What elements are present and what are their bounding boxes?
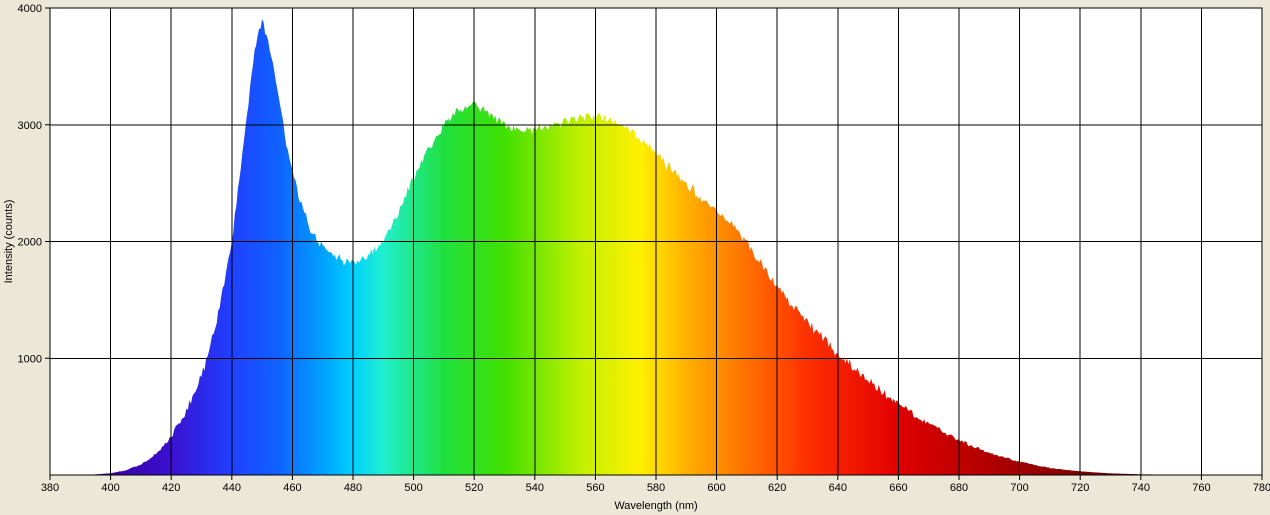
x-tick-label: 760 [1192, 482, 1210, 494]
y-tick-label: 3000 [18, 120, 42, 132]
x-tick-label: 660 [889, 482, 907, 494]
x-tick-label: 580 [647, 482, 665, 494]
x-tick-label: 420 [162, 482, 180, 494]
y-tick-label: 4000 [18, 3, 42, 15]
x-tick-label: 720 [1071, 482, 1089, 494]
x-tick-label: 680 [950, 482, 968, 494]
x-tick-label: 540 [526, 482, 544, 494]
x-tick-label: 620 [768, 482, 786, 494]
x-tick-label: 400 [101, 482, 119, 494]
x-tick-label: 380 [41, 482, 59, 494]
x-tick-label: 500 [404, 482, 422, 494]
gridlines [50, 8, 1262, 475]
chart-svg: 380 400 420 440 460 480 500 520 540 560 580 600 620 6… [0, 0, 1270, 515]
y-tick-label: 2000 [18, 237, 42, 249]
x-axis-label: Wavelength (nm) [614, 500, 697, 512]
x-tick-label: 640 [829, 482, 847, 494]
x-tick-label: 520 [465, 482, 483, 494]
spectrum-chart: 380 400 420 440 460 480 500 520 540 560 580 600 620 6… [0, 0, 1270, 515]
x-tick-label: 700 [1010, 482, 1028, 494]
x-tick-label: 440 [223, 482, 241, 494]
x-tick-label: 560 [586, 482, 604, 494]
x-tick-label: 480 [344, 482, 362, 494]
y-axis-label: Intensity (counts) [3, 200, 15, 284]
x-tick-label: 460 [283, 482, 301, 494]
x-tick-label: 600 [707, 482, 725, 494]
y-tick-label: 1000 [18, 353, 42, 365]
x-tick-label: 740 [1132, 482, 1150, 494]
x-tick-label: 780 [1253, 482, 1270, 494]
